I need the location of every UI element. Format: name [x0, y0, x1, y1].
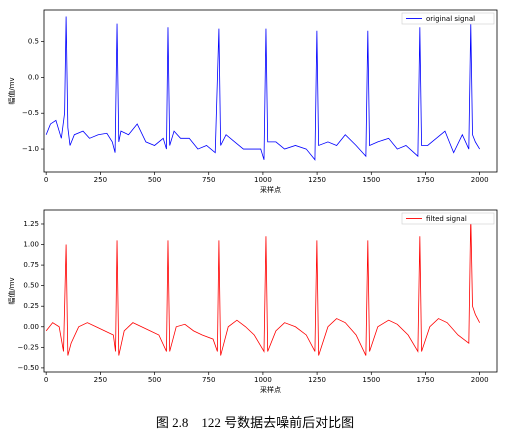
x-tick-label: 2000	[471, 376, 489, 384]
y-tick-label: −1.0	[22, 145, 39, 153]
plot-frame	[43, 9, 498, 173]
x-tick-label: 2000	[471, 176, 489, 184]
y-tick-label: 0.00	[23, 323, 39, 331]
legend-box	[401, 12, 495, 25]
y-tick-label: 1.00	[23, 241, 39, 249]
x-tick-label: 0	[44, 376, 48, 384]
y-tick-label: 0.0	[28, 73, 39, 81]
x-tick-label: 750	[202, 176, 215, 184]
x-tick-label: 0	[44, 176, 48, 184]
signal-line	[45, 16, 481, 161]
y-axis-label: 幅值/mv	[7, 77, 16, 104]
y-tick-label: 0.50	[23, 282, 39, 290]
signal-line	[45, 215, 481, 356]
x-axis-label: 采样点	[260, 385, 281, 394]
x-axis-label: 采样点	[260, 185, 281, 194]
legend-box	[401, 212, 495, 225]
x-tick-label: 1500	[362, 376, 380, 384]
y-tick-label: 0.5	[28, 38, 39, 46]
y-tick-label: 0.75	[23, 261, 39, 269]
x-tick-label: 1000	[254, 176, 272, 184]
plot-frame	[43, 209, 498, 373]
legend-label: filted signal	[426, 215, 467, 223]
x-tick-label: 250	[94, 176, 107, 184]
y-tick-label: −0.50	[18, 364, 39, 372]
y-tick-label: −0.25	[18, 343, 39, 351]
x-tick-label: 500	[148, 176, 161, 184]
x-tick-label: 1000	[254, 376, 272, 384]
x-tick-label: 1500	[362, 176, 380, 184]
x-tick-label: 1750	[417, 376, 435, 384]
x-tick-label: 1250	[308, 176, 326, 184]
caption: 图 2.8 122 号数据去噪前后对比图	[156, 415, 354, 430]
x-tick-label: 250	[94, 376, 107, 384]
y-tick-label: 1.25	[23, 220, 39, 228]
y-axis-label: 幅值/mv	[7, 277, 16, 304]
x-tick-label: 1250	[308, 376, 326, 384]
x-tick-label: 750	[202, 376, 215, 384]
x-tick-label: 500	[148, 376, 161, 384]
x-tick-label: 1750	[417, 176, 435, 184]
legend-label: original signal	[426, 15, 475, 23]
y-tick-label: −0.5	[22, 109, 39, 117]
y-tick-label: 0.25	[23, 302, 39, 310]
